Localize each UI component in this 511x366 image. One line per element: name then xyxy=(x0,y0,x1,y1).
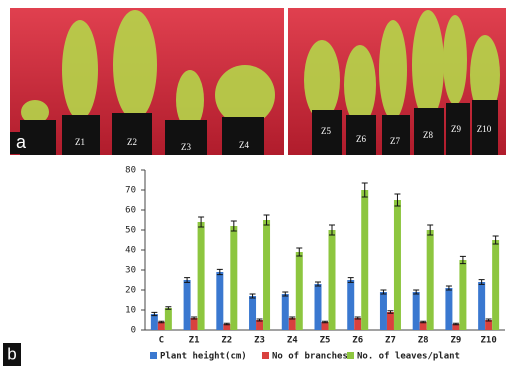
pot-label: Z9 xyxy=(451,124,461,134)
photo-panel: a Z1 Z2 Z3 Z4 Z5 Z6 Z7 Z8 Z9 Z10 xyxy=(10,8,506,155)
y-tick-label: 0 xyxy=(131,326,136,336)
figure: a Z1 Z2 Z3 Z4 Z5 Z6 Z7 Z8 Z9 Z10 b 0 10 20 30 40 50 60 7… xyxy=(0,0,511,366)
bar xyxy=(459,260,466,330)
pot-label: Z10 xyxy=(477,124,492,134)
x-tick-label: Z2 xyxy=(221,336,232,346)
bar xyxy=(191,318,198,330)
bar xyxy=(478,282,485,330)
x-tick-label: C xyxy=(159,336,164,346)
pot-label: Z3 xyxy=(181,142,191,152)
bar xyxy=(347,280,354,330)
pot-label: Z6 xyxy=(356,134,366,144)
bar xyxy=(329,230,336,330)
chart: 0 10 20 30 40 50 60 70 80 C Z1 Z2 Z3 Z4 Z5 Z6 Z7 Z8 Z9 Z10 P… xyxy=(125,166,499,362)
bar xyxy=(315,284,322,330)
bar xyxy=(296,252,303,330)
x-tick-label: Z8 xyxy=(418,336,429,346)
bar xyxy=(282,294,289,330)
legend-label: No of branches xyxy=(272,352,348,362)
x-tick-label: Z5 xyxy=(320,336,331,346)
bar xyxy=(445,288,452,330)
y-tick-label: 40 xyxy=(125,246,136,256)
x-tick-label: Z7 xyxy=(385,336,396,346)
legend-swatch xyxy=(347,352,354,359)
legend-label: No. of leaves/plant xyxy=(357,352,460,362)
x-tick-label: Z10 xyxy=(481,336,497,346)
legend-swatch xyxy=(150,352,157,359)
bar xyxy=(361,190,368,330)
legend-swatch xyxy=(262,352,269,359)
x-tick-label: Z3 xyxy=(254,336,265,346)
pot-label: Z7 xyxy=(390,136,400,146)
y-tick-label: 70 xyxy=(125,186,136,196)
panel-label: a xyxy=(16,132,27,152)
pot-label: Z4 xyxy=(239,140,249,150)
bar xyxy=(380,292,387,330)
bar xyxy=(387,312,394,330)
pot-label: Z5 xyxy=(321,126,331,136)
bar xyxy=(413,292,420,330)
pot-label: Z1 xyxy=(75,137,85,147)
y-tick-label: 50 xyxy=(125,226,136,236)
pot-label: Z8 xyxy=(423,130,433,140)
panel-label: b xyxy=(7,344,16,363)
y-tick-label: 60 xyxy=(125,206,136,216)
bar xyxy=(427,230,434,330)
y-tick-label: 20 xyxy=(125,286,136,296)
bar xyxy=(230,226,237,330)
bar xyxy=(289,318,296,330)
y-tick-label: 80 xyxy=(125,166,136,176)
x-tick-label: Z1 xyxy=(189,336,200,346)
pot-label: Z2 xyxy=(127,137,137,147)
bar xyxy=(165,308,172,330)
y-tick-label: 30 xyxy=(125,266,136,276)
bar xyxy=(354,318,361,330)
x-tick-label: Z4 xyxy=(287,336,298,346)
bar xyxy=(394,200,401,330)
x-tick-label: Z6 xyxy=(352,336,363,346)
y-tick-label: 10 xyxy=(125,306,136,316)
bar xyxy=(151,314,158,330)
bar xyxy=(198,222,205,330)
legend-label: Plant height(cm) xyxy=(160,351,247,362)
bar xyxy=(216,272,223,330)
bar xyxy=(263,220,270,330)
x-tick-label: Z9 xyxy=(450,336,461,346)
bar xyxy=(249,296,256,330)
bar xyxy=(492,240,499,330)
bar xyxy=(184,280,191,330)
